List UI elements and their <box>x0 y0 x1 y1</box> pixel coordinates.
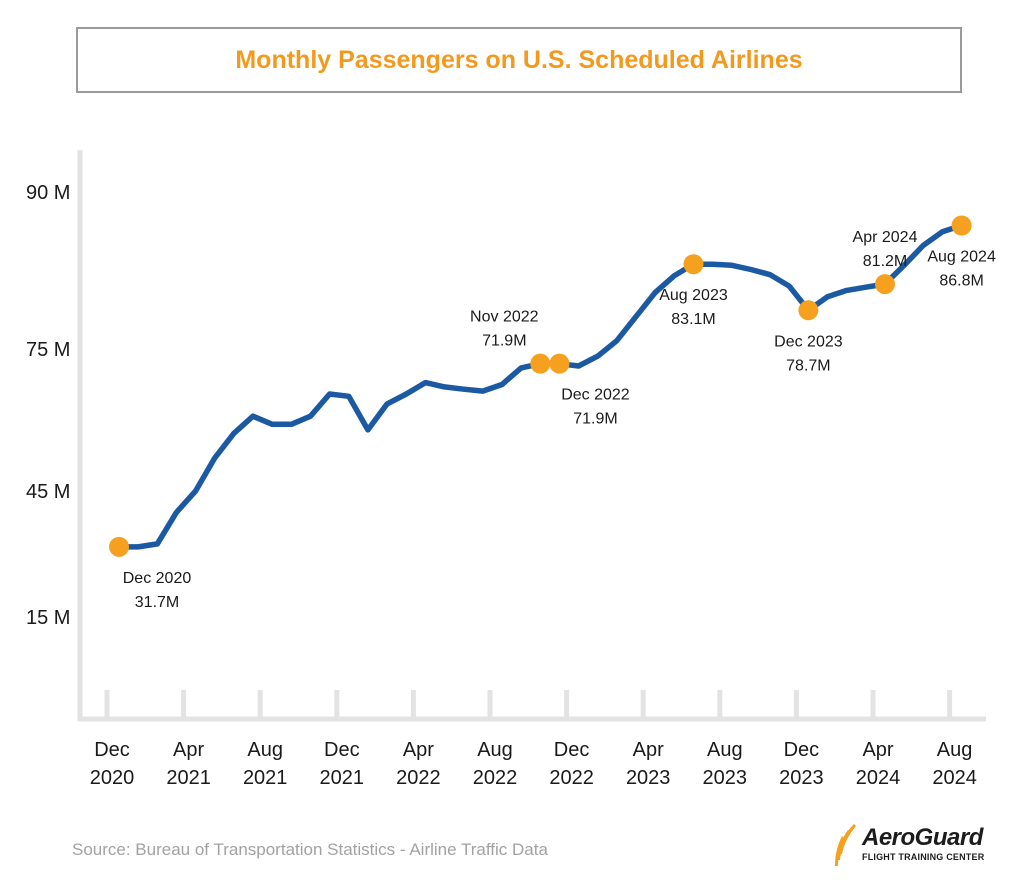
annotation-date: Nov 2022 <box>470 309 539 326</box>
annotation-value: 78.7M <box>786 357 830 374</box>
x-tick-label-year: 2021 <box>243 767 288 789</box>
x-tick-label-month: Dec <box>324 739 360 761</box>
annotation-value: 71.9M <box>573 411 617 428</box>
x-tick-label-month: Apr <box>173 739 204 761</box>
source-note: Source: Bureau of Transportation Statist… <box>72 840 548 859</box>
x-tick-label-year: 2023 <box>626 767 671 789</box>
annotation-value: 86.8M <box>939 272 983 289</box>
highlight-point <box>530 353 551 374</box>
highlight-point <box>951 215 972 236</box>
annotation-value: 83.1M <box>671 311 715 328</box>
x-tick-label-year: 2020 <box>90 767 135 789</box>
logo-subtitle: FLIGHT TRAINING CENTER <box>862 852 985 862</box>
y-tick-label: 45 M <box>26 481 70 503</box>
annotation-date: Aug 2023 <box>659 287 728 304</box>
wing-logo-icon <box>835 824 856 866</box>
chart-title: Monthly Passengers on U.S. Scheduled Air… <box>235 45 803 74</box>
annotation-date: Dec 2023 <box>774 333 843 350</box>
highlight-point <box>798 300 819 321</box>
y-tick-label: 90 M <box>26 182 70 204</box>
x-tick-label-year: 2024 <box>932 767 977 789</box>
highlight-point <box>875 274 895 295</box>
y-tick-label: 15 M <box>26 607 70 629</box>
highlight-point <box>549 353 570 374</box>
x-tick-label-month: Dec <box>94 739 130 761</box>
x-tick-label-month: Aug <box>707 739 743 761</box>
aeroguard-logo: AeroGuard FLIGHT TRAINING CENTER <box>832 820 992 870</box>
x-tick-label-year: 2023 <box>779 767 824 789</box>
highlight-point <box>109 536 129 557</box>
annotation-date: Dec 2020 <box>123 570 192 587</box>
highlight-point <box>683 254 704 275</box>
y-tick-label: 75 M <box>26 339 70 361</box>
annotation-value: 31.7M <box>135 594 179 611</box>
logo-wordmark: AeroGuard <box>862 824 983 851</box>
x-tick-label-year: 2022 <box>549 767 594 789</box>
x-tick-label-month: Dec <box>784 739 820 761</box>
title-box: Monthly Passengers on U.S. Scheduled Air… <box>76 27 962 93</box>
x-tick-label-month: Apr <box>862 739 893 761</box>
x-tick-label-month: Aug <box>247 739 283 761</box>
x-tick-label-year: 2022 <box>396 767 441 789</box>
x-tick-label-month: Aug <box>477 739 513 761</box>
x-tick-label-year: 2024 <box>856 767 901 789</box>
x-tick-label-year: 2022 <box>473 767 518 789</box>
series-line <box>116 222 965 550</box>
annotation-value: 81.2M <box>863 253 907 270</box>
annotation-value: 71.9M <box>482 333 526 350</box>
x-tick-label-year: 2023 <box>703 767 748 789</box>
annotation-date: Apr 2024 <box>853 229 918 246</box>
x-tick-label-year: 2021 <box>320 767 365 789</box>
x-tick-label-year: 2021 <box>166 767 211 789</box>
annotation-date: Aug 2024 <box>927 248 996 265</box>
x-tick-label-month: Apr <box>633 739 664 761</box>
x-tick-label-month: Dec <box>554 739 590 761</box>
x-tick-label-month: Aug <box>937 739 973 761</box>
annotation-date: Dec 2022 <box>561 387 630 404</box>
x-tick-label-month: Apr <box>403 739 434 761</box>
